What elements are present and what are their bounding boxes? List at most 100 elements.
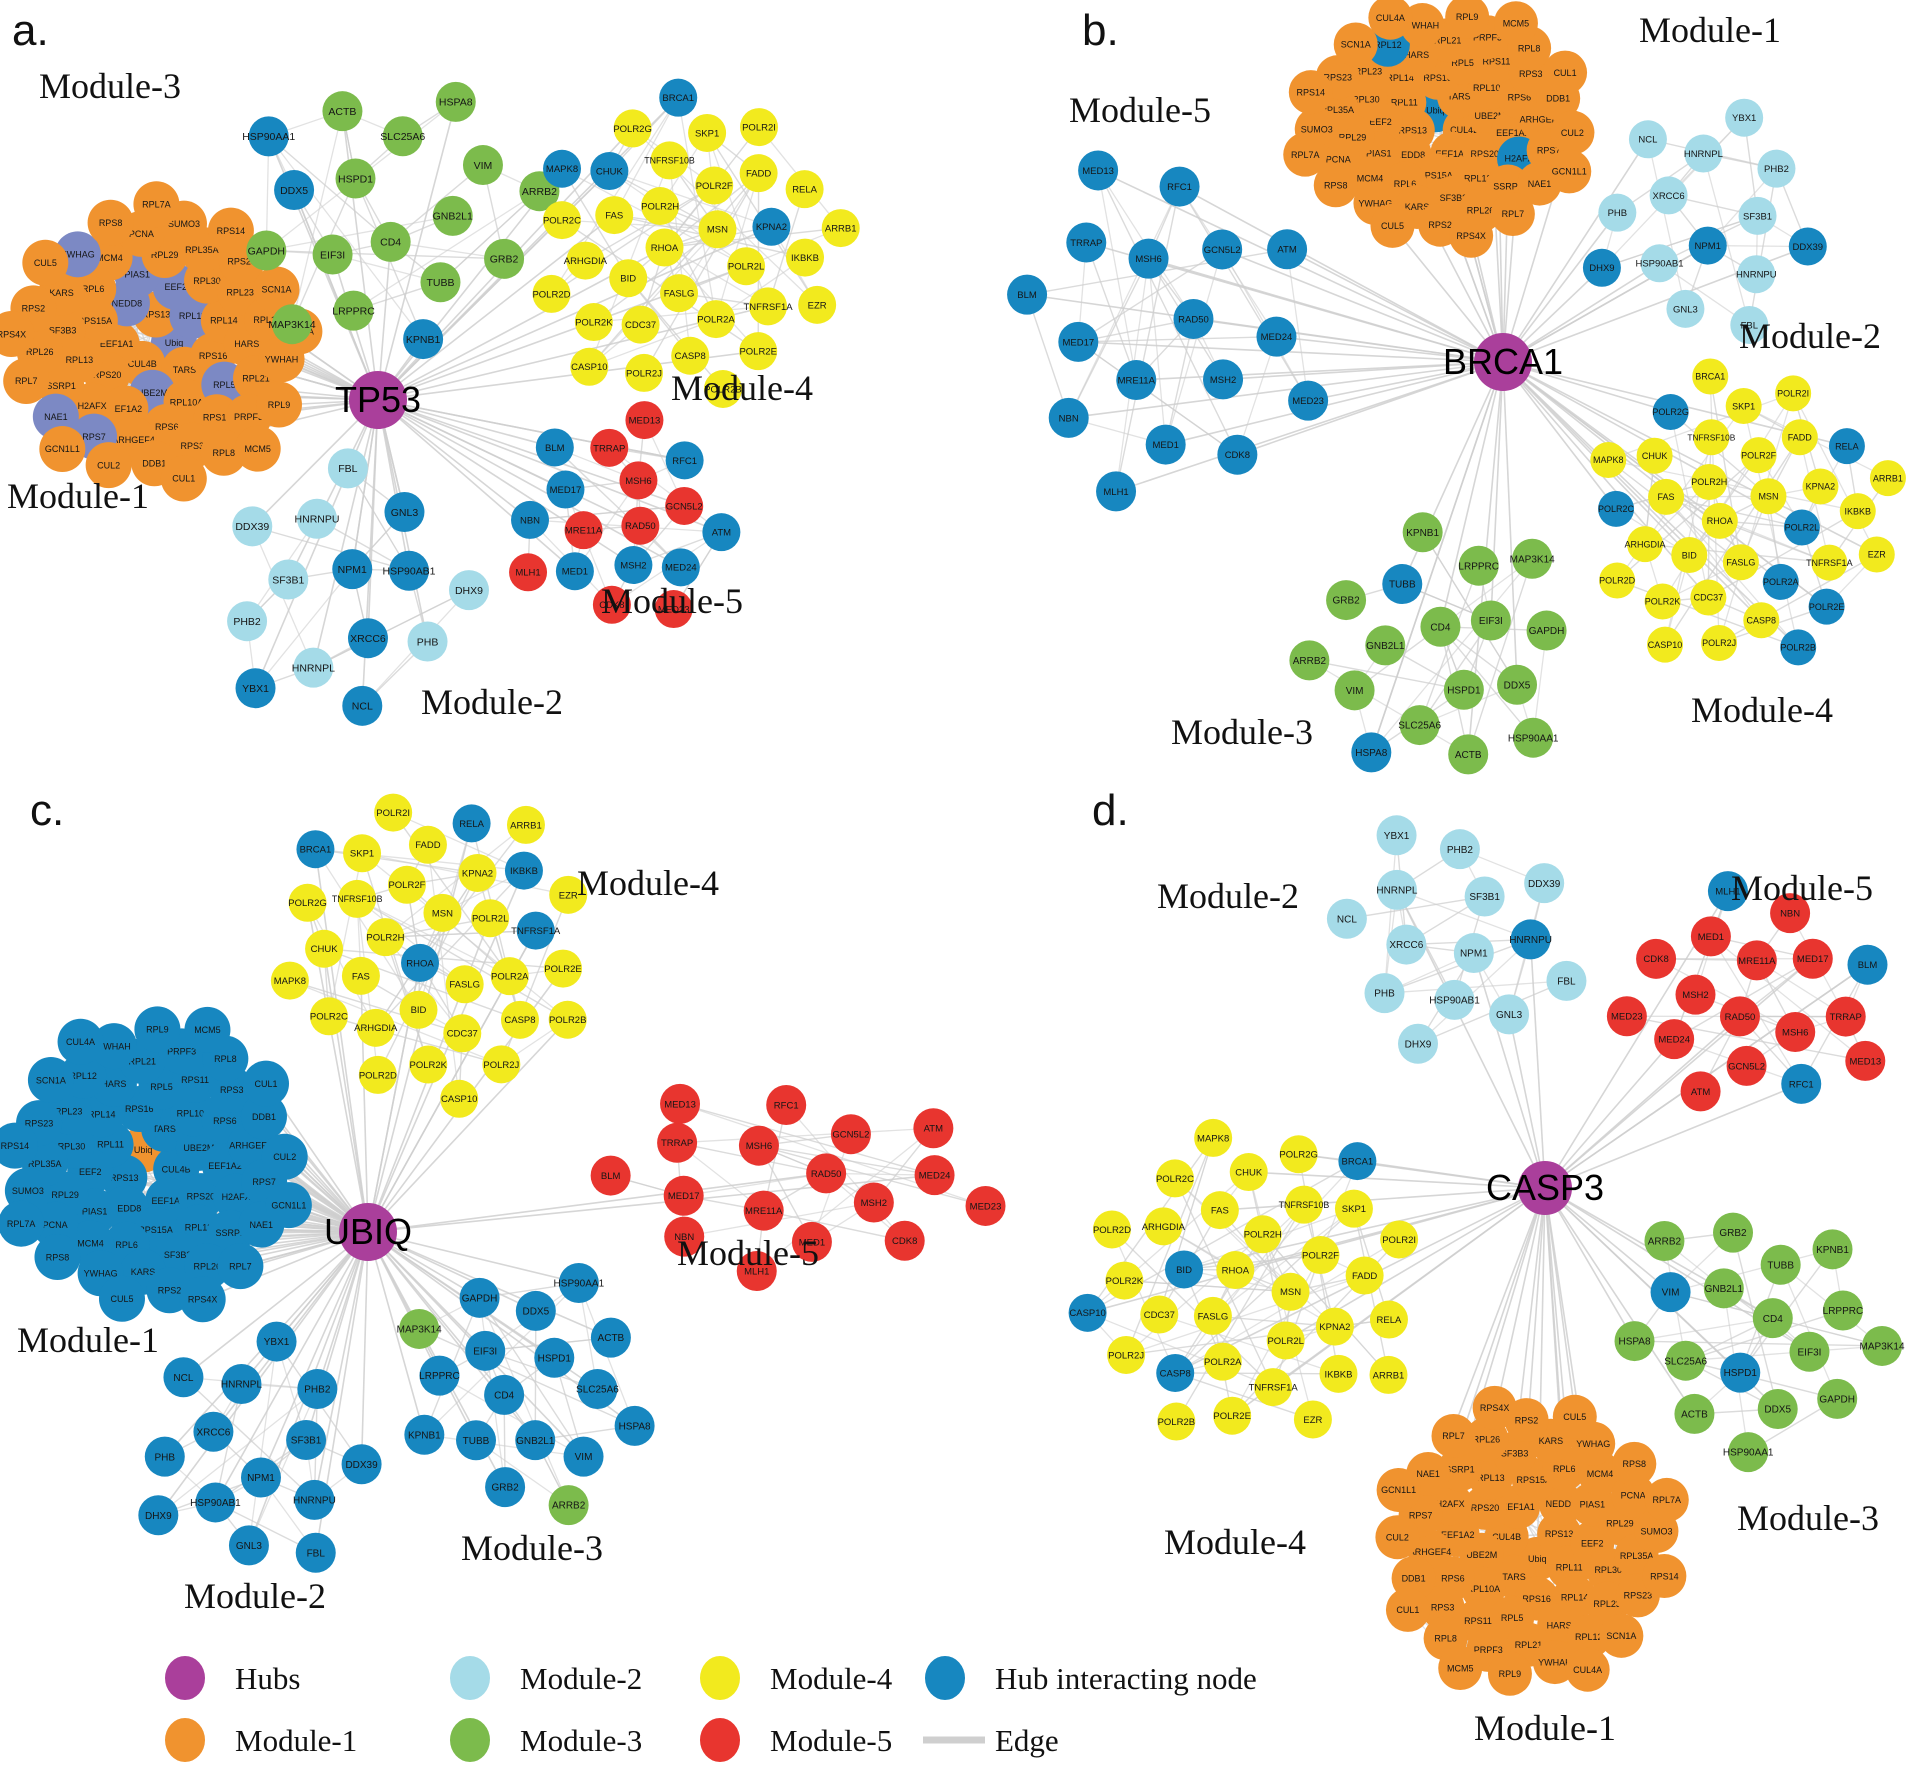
node-POLR2F[interactable] bbox=[695, 166, 734, 205]
node-GNB2L1[interactable] bbox=[432, 195, 473, 236]
node-MED13[interactable] bbox=[660, 1083, 701, 1124]
node-ARHGDIA[interactable] bbox=[566, 241, 605, 280]
node-HNRNPU[interactable] bbox=[294, 1479, 335, 1520]
node-POLR2H[interactable] bbox=[366, 918, 405, 957]
node-CD4[interactable] bbox=[1420, 606, 1461, 647]
node-MED24[interactable] bbox=[661, 548, 700, 587]
node-ARRB1[interactable] bbox=[821, 209, 860, 248]
node-BLM[interactable] bbox=[535, 428, 574, 467]
node-POLR2E[interactable] bbox=[739, 332, 778, 371]
node-MSH6[interactable] bbox=[738, 1125, 779, 1166]
node-POLR2I[interactable] bbox=[1380, 1220, 1419, 1259]
node-HNRNPL[interactable] bbox=[1376, 869, 1417, 910]
node-BID[interactable] bbox=[1165, 1250, 1204, 1289]
node-SCN1A[interactable] bbox=[27, 1057, 74, 1104]
node-RFC1[interactable] bbox=[1159, 166, 1200, 207]
node-GNB2L1[interactable] bbox=[1365, 625, 1406, 666]
node-RPL7A[interactable] bbox=[1283, 132, 1328, 177]
node-POLR2I[interactable] bbox=[739, 108, 778, 147]
node-KPNB1[interactable] bbox=[1812, 1229, 1853, 1270]
node-SCN1A[interactable] bbox=[1333, 22, 1378, 67]
node-TRRAP[interactable] bbox=[590, 428, 629, 467]
node-PHB[interactable] bbox=[1364, 973, 1405, 1014]
node-CHUK[interactable] bbox=[1229, 1153, 1268, 1192]
node-RHOA[interactable] bbox=[401, 943, 440, 982]
node-MAPK8[interactable] bbox=[1590, 441, 1627, 478]
node-FBL[interactable] bbox=[1546, 960, 1587, 1001]
node-MED23[interactable] bbox=[965, 1185, 1006, 1226]
node-RHOA[interactable] bbox=[1216, 1251, 1255, 1290]
node-POLR2J[interactable] bbox=[1107, 1335, 1146, 1374]
node-GNB2L1[interactable] bbox=[1703, 1268, 1744, 1309]
node-HNRNPU[interactable] bbox=[296, 498, 337, 539]
node-BRCA1[interactable] bbox=[1338, 1142, 1377, 1181]
node-POLR2E[interactable] bbox=[544, 949, 583, 988]
node-ARRB1[interactable] bbox=[1369, 1355, 1408, 1394]
node-POLR2A[interactable] bbox=[1203, 1342, 1242, 1381]
node-CUL2[interactable] bbox=[1550, 110, 1595, 155]
node-GRB2[interactable] bbox=[1713, 1212, 1754, 1253]
node-ATM[interactable] bbox=[913, 1108, 954, 1149]
node-FBL[interactable] bbox=[1730, 305, 1769, 344]
node-NBN[interactable] bbox=[1770, 893, 1811, 934]
node-GCN5L2[interactable] bbox=[665, 486, 704, 525]
node-CUL1[interactable] bbox=[243, 1060, 290, 1107]
node-KPNA2[interactable] bbox=[1802, 468, 1839, 505]
node-SLC25A6[interactable] bbox=[577, 1368, 618, 1409]
node-MCM5[interactable] bbox=[1438, 1646, 1483, 1691]
node-GCN1L1[interactable] bbox=[39, 425, 86, 472]
node-CASP10[interactable] bbox=[440, 1079, 479, 1118]
node-DDX39[interactable] bbox=[1788, 227, 1827, 266]
node-MAP3K14[interactable] bbox=[1512, 538, 1553, 579]
node-NCL[interactable] bbox=[1628, 120, 1667, 159]
node-RPL9[interactable] bbox=[255, 381, 302, 428]
node-MAP3K14[interactable] bbox=[1862, 1325, 1903, 1366]
node-MSH6[interactable] bbox=[1775, 1012, 1816, 1053]
node-DDX5[interactable] bbox=[1497, 664, 1538, 705]
node-HSP90AB1[interactable] bbox=[195, 1482, 236, 1523]
node-POLR2H[interactable] bbox=[1691, 463, 1728, 500]
node-SF3B1[interactable] bbox=[1464, 876, 1505, 917]
node-ARRB1[interactable] bbox=[1869, 460, 1906, 497]
node-MED17[interactable] bbox=[663, 1175, 704, 1216]
node-RPL7A[interactable] bbox=[1644, 1477, 1689, 1522]
node-CDK8[interactable] bbox=[1636, 938, 1677, 979]
node-BRCA1[interactable] bbox=[659, 78, 698, 117]
node-ATM[interactable] bbox=[702, 513, 741, 552]
node-ARRB1[interactable] bbox=[506, 805, 545, 844]
node-HSPD1[interactable] bbox=[335, 158, 376, 199]
node-ARHGDIA[interactable] bbox=[356, 1008, 395, 1047]
node-SLC25A6[interactable] bbox=[382, 116, 423, 157]
node-TNFRSF10B[interactable] bbox=[1693, 419, 1730, 456]
node-POLR2J[interactable] bbox=[625, 353, 664, 392]
node-CDC37[interactable] bbox=[443, 1014, 482, 1053]
node-MSN[interactable] bbox=[1750, 478, 1787, 515]
node-FASLG[interactable] bbox=[1722, 544, 1759, 581]
node-POLR2J[interactable] bbox=[1701, 624, 1738, 661]
node-FAS[interactable] bbox=[1200, 1191, 1239, 1230]
node-KPNB1[interactable] bbox=[1402, 512, 1443, 553]
node-VIM[interactable] bbox=[1650, 1272, 1691, 1313]
node-POLR2B[interactable] bbox=[703, 369, 742, 408]
node-MED23[interactable] bbox=[1288, 380, 1329, 421]
node-CD4[interactable] bbox=[1752, 1298, 1793, 1339]
node-HSPA8[interactable] bbox=[614, 1405, 655, 1446]
node-KPNA2[interactable] bbox=[1315, 1307, 1354, 1346]
node-MED24[interactable] bbox=[1256, 316, 1297, 357]
node-MLH1[interactable] bbox=[1707, 871, 1748, 912]
node-RPL7[interactable] bbox=[1490, 192, 1535, 237]
node-GRB2[interactable] bbox=[1326, 580, 1367, 621]
node-CUL2[interactable] bbox=[261, 1133, 308, 1180]
node-MED13[interactable] bbox=[1845, 1040, 1886, 1081]
node-RPL9[interactable] bbox=[134, 1006, 181, 1053]
node-EZR[interactable] bbox=[1858, 536, 1895, 573]
node-HSP90AA1[interactable] bbox=[1513, 717, 1554, 758]
node-RHOA[interactable] bbox=[645, 228, 684, 267]
node-RPS14[interactable] bbox=[0, 1122, 38, 1169]
node-POLR2A[interactable] bbox=[1762, 563, 1799, 600]
node-MED1[interactable] bbox=[1145, 424, 1186, 465]
node-MCM5[interactable] bbox=[1493, 1, 1538, 46]
node-HNRNPL[interactable] bbox=[1684, 134, 1723, 173]
node-HNRNPU[interactable] bbox=[1737, 255, 1776, 294]
node-MRE11A[interactable] bbox=[743, 1190, 784, 1231]
